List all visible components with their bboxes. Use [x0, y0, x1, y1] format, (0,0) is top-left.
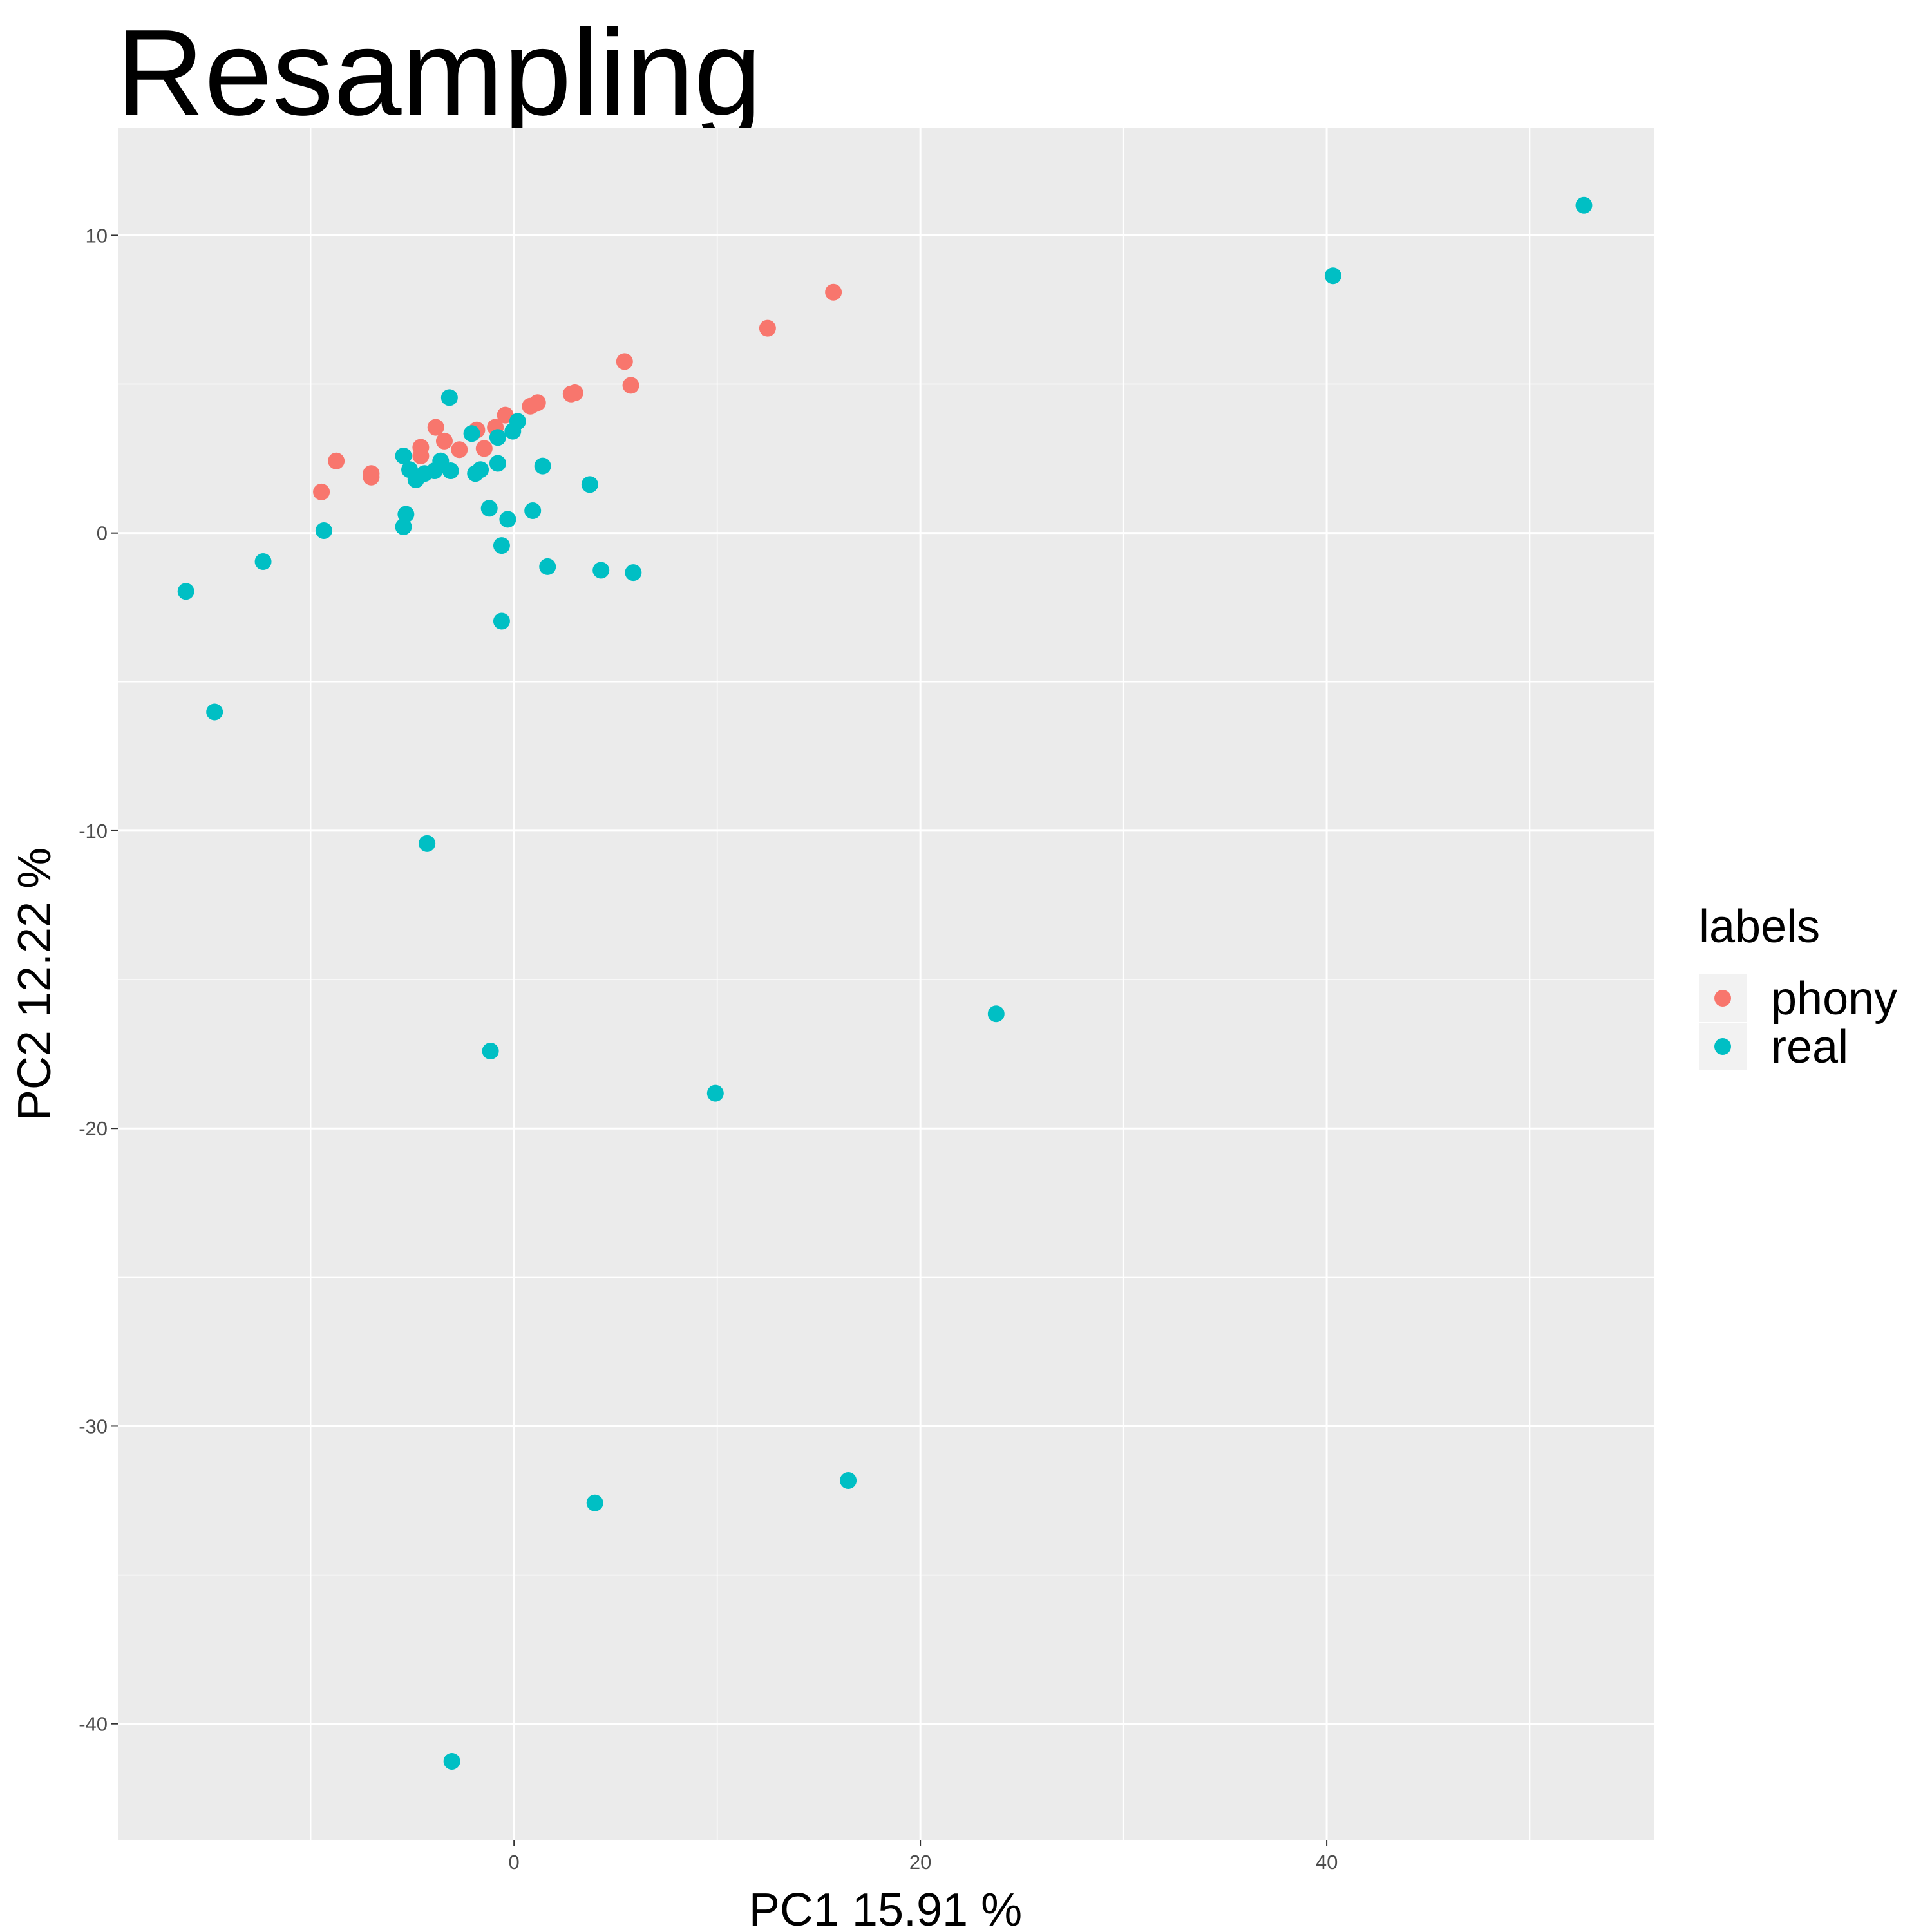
point [625, 564, 642, 582]
y-tick-label: 10 [86, 224, 108, 247]
x-tick-label: 40 [1316, 1851, 1338, 1873]
x-tick-label: 0 [509, 1851, 520, 1873]
point [1324, 267, 1341, 285]
point [397, 506, 415, 523]
point [412, 439, 430, 456]
point [840, 1472, 857, 1490]
point [539, 558, 556, 575]
point [443, 1752, 460, 1770]
point [534, 457, 551, 475]
point [451, 441, 468, 459]
point [395, 518, 412, 535]
y-tick-label: -30 [79, 1415, 108, 1437]
chart-title: Resampling [116, 5, 762, 141]
panel [118, 128, 1654, 1840]
point [363, 468, 380, 486]
point [586, 1494, 603, 1511]
point [315, 522, 332, 539]
legend-marker [1714, 1038, 1731, 1055]
point [581, 476, 598, 493]
point [313, 483, 330, 500]
legend-title: labels [1699, 901, 1820, 952]
y-axis-title: PC2 12.22 % [9, 848, 61, 1121]
point [529, 394, 546, 412]
y-tick-label: -40 [79, 1713, 108, 1736]
legend-label: real [1771, 1021, 1848, 1073]
point [489, 429, 506, 446]
y-tick-label: -10 [79, 820, 108, 842]
point [622, 377, 639, 394]
point [482, 1043, 499, 1060]
point [1575, 196, 1593, 214]
point [825, 283, 842, 301]
legend-label: phony [1771, 973, 1897, 1025]
point [177, 583, 194, 600]
point [566, 384, 583, 401]
point [475, 440, 493, 457]
point [706, 1084, 724, 1102]
point [987, 1005, 1005, 1023]
point [509, 413, 526, 430]
point [480, 500, 498, 517]
point [254, 553, 272, 571]
point [524, 502, 542, 520]
legend-marker [1714, 990, 1731, 1007]
point [493, 612, 510, 630]
x-tick-label: 20 [909, 1851, 931, 1873]
point [497, 406, 514, 424]
point [493, 537, 510, 554]
point [489, 455, 506, 472]
point [328, 452, 345, 469]
point [463, 425, 480, 442]
point [427, 419, 444, 436]
x-axis-title: PC1 15.91 % [749, 1884, 1022, 1932]
point [440, 389, 458, 406]
point [759, 319, 776, 337]
y-tick-label: -20 [79, 1117, 108, 1140]
point [616, 353, 633, 370]
point [472, 461, 489, 478]
point [395, 447, 412, 464]
point [419, 835, 436, 852]
y-tick-label: 0 [97, 522, 108, 545]
point [206, 703, 223, 721]
point [442, 462, 459, 480]
point [499, 511, 516, 528]
point [435, 432, 453, 450]
point [592, 562, 610, 579]
